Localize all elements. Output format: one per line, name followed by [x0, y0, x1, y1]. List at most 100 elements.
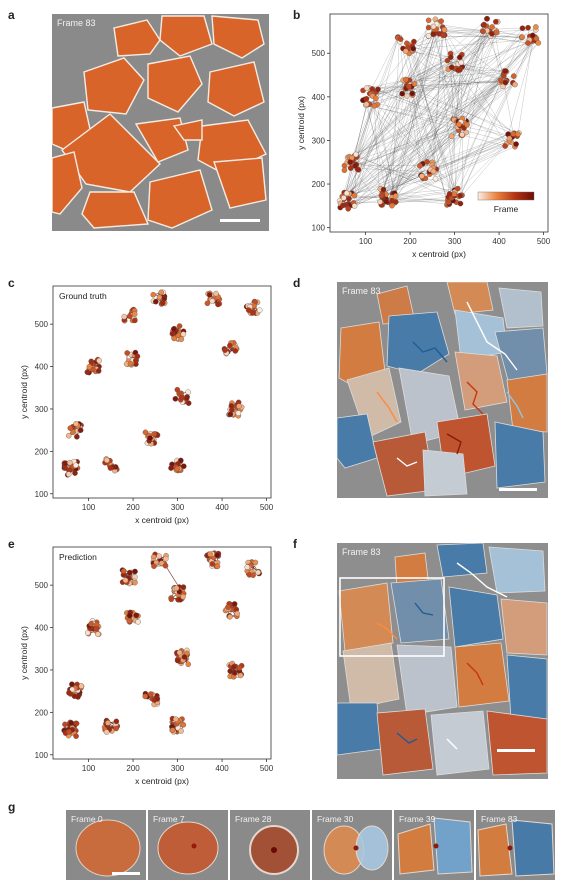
data-point	[446, 191, 453, 197]
data-point	[513, 141, 519, 147]
data-point	[445, 199, 452, 205]
data-point	[174, 657, 181, 664]
data-point	[95, 631, 101, 638]
plot-frame	[52, 546, 272, 760]
panel-label-g: g	[8, 800, 16, 814]
data-point	[132, 579, 138, 586]
data-point	[86, 363, 93, 370]
data-point	[183, 395, 190, 401]
data-point	[498, 77, 504, 84]
data-point	[132, 317, 138, 324]
data-point	[185, 661, 192, 668]
data-point	[525, 40, 531, 46]
data-point	[404, 40, 410, 47]
data-point	[512, 81, 518, 88]
data-point	[156, 294, 163, 301]
x-tick-label: 300	[448, 237, 462, 246]
data-point	[121, 568, 127, 574]
y-tick-label: 100	[35, 751, 49, 760]
data-point	[493, 29, 500, 35]
data-point	[156, 553, 162, 559]
data-point	[464, 121, 470, 128]
data-point	[377, 199, 383, 205]
frame-strip-28: Frame 28	[230, 810, 310, 880]
data-point	[448, 64, 455, 71]
frame-strip-30: Frame 30	[312, 810, 392, 880]
data-point	[511, 73, 517, 79]
data-point	[389, 197, 395, 204]
data-point	[113, 725, 119, 732]
data-point	[124, 350, 130, 356]
y-tick-label: 500	[35, 320, 49, 329]
frame-label: Frame 28	[235, 814, 272, 824]
data-point	[66, 689, 72, 696]
y-tick-label: 300	[35, 666, 49, 675]
data-point	[142, 693, 148, 700]
data-point	[148, 691, 154, 697]
data-point	[235, 410, 242, 416]
data-point	[363, 85, 370, 91]
y-axis-label: y centroid (px)	[19, 365, 29, 419]
frame-label: Frame 7	[153, 814, 185, 824]
y-tick-label: 200	[35, 447, 49, 456]
panel-label-b: b	[293, 8, 301, 22]
data-point	[169, 330, 176, 337]
data-point	[62, 465, 69, 471]
frame-strip-0: Frame 0	[66, 810, 146, 880]
prediction-plot: 100 100 200 200 300 300 400 400 500 500 x centroid…	[8, 541, 278, 793]
y-axis-label: y centroid (px)	[296, 96, 306, 150]
data-point	[481, 21, 487, 28]
data-point	[411, 38, 417, 45]
data-point	[126, 618, 133, 624]
data-point	[410, 45, 417, 52]
data-point	[96, 357, 102, 364]
plot-frame	[52, 285, 272, 499]
data-point	[353, 151, 359, 158]
frame-label: Frame 83	[57, 18, 96, 28]
data-point	[68, 720, 75, 726]
data-point	[484, 15, 490, 22]
data-point	[341, 167, 348, 173]
data-point	[355, 167, 362, 173]
ground-truth-overlay-image: Frame 83	[337, 282, 548, 498]
data-point	[373, 95, 379, 102]
data-point	[430, 31, 437, 37]
frame-colorbar	[477, 191, 535, 201]
data-point	[176, 323, 183, 329]
data-point	[215, 301, 221, 308]
data-point	[232, 348, 239, 354]
x-tick-label: 100	[82, 764, 96, 773]
data-point	[252, 559, 259, 566]
data-point	[425, 17, 432, 24]
data-point	[84, 369, 91, 375]
frame-label: Frame 83	[342, 286, 381, 296]
panel-label-d: d	[293, 276, 301, 290]
data-point	[180, 593, 186, 600]
data-point	[204, 300, 211, 307]
data-point	[237, 672, 244, 679]
data-point	[444, 57, 451, 64]
data-point	[371, 102, 378, 109]
data-point	[231, 601, 238, 607]
data-point	[150, 291, 156, 298]
data-point	[67, 425, 74, 431]
data-point	[378, 192, 385, 199]
data-point	[441, 27, 448, 33]
data-point	[178, 457, 184, 464]
data-point	[535, 40, 542, 46]
data-point	[222, 347, 228, 353]
data-point	[397, 36, 404, 42]
y-tick-label: 300	[312, 136, 326, 145]
data-point	[176, 390, 182, 397]
data-point	[160, 300, 166, 306]
data-point	[402, 48, 409, 54]
plot-title: Ground truth	[59, 291, 107, 301]
data-point	[419, 173, 425, 179]
frame-label: Frame 0	[71, 814, 103, 824]
data-point	[65, 432, 72, 439]
y-tick-label: 200	[35, 708, 49, 717]
data-point	[440, 32, 446, 39]
data-point	[519, 34, 525, 40]
x-tick-label: 400	[492, 237, 506, 246]
data-point	[451, 191, 458, 197]
